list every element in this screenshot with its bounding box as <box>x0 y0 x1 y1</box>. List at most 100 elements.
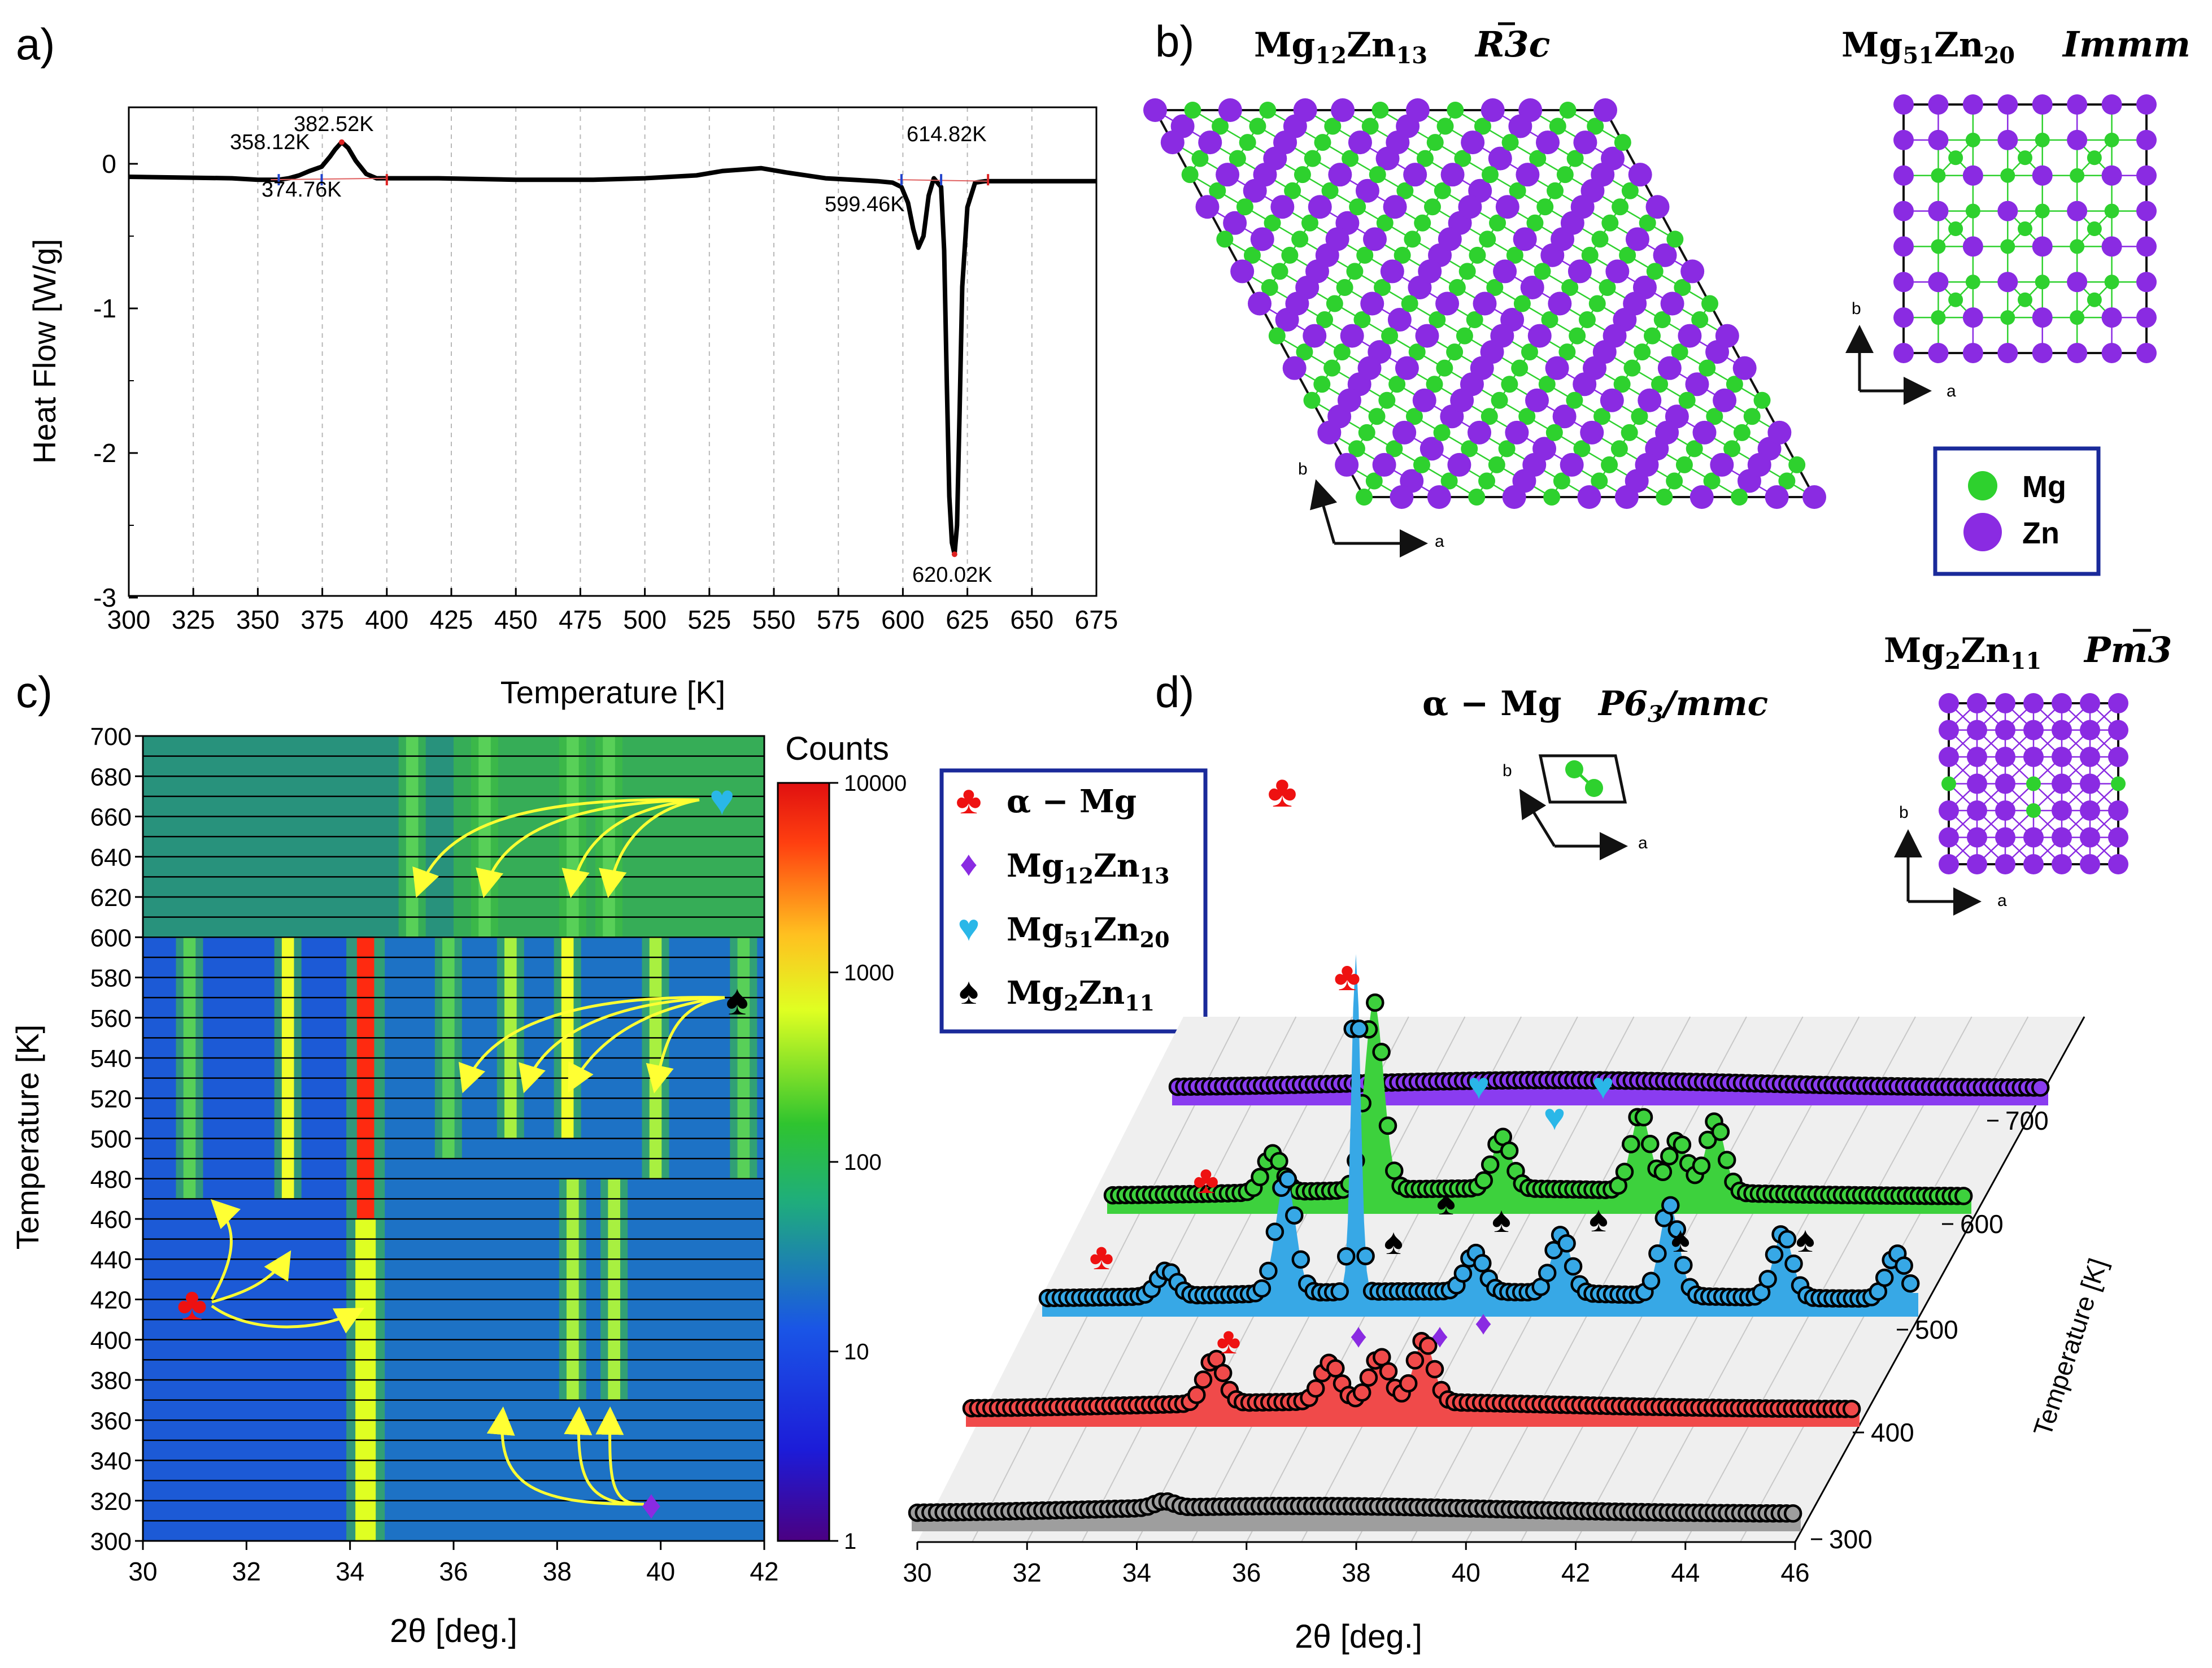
mg-atom <box>1573 440 1591 458</box>
zn-atom <box>2136 236 2157 257</box>
y-tick-label: 340 <box>90 1448 132 1475</box>
data-point <box>1326 1359 1345 1378</box>
club-marker: ♣ <box>1193 1157 1219 1201</box>
zn-atom <box>1967 693 1987 713</box>
data-point <box>1481 1155 1500 1174</box>
mg-atom <box>1408 343 1426 361</box>
mg-atom <box>1456 327 1473 345</box>
zn-atom <box>1657 356 1682 380</box>
club-marker: ♣ <box>1089 1235 1113 1277</box>
zn-atom <box>1545 356 1569 380</box>
data-point <box>1265 1222 1284 1242</box>
panel-c-heatmap-area <box>143 735 764 1542</box>
zn-atom <box>1802 485 1826 509</box>
y-tick-label: -1 <box>93 294 116 323</box>
heatmap-streak <box>281 937 294 1199</box>
data-point <box>1359 1368 1378 1387</box>
panel-c-y-ticks: 300 320 340 360 380 400 420 440 460 480 500 520 540 5… <box>90 723 143 1556</box>
mg-atom <box>1358 424 1375 441</box>
mg-atom <box>2035 203 2050 219</box>
data-point <box>1653 1162 1673 1181</box>
zn-atom <box>1253 163 1277 187</box>
zn-atom <box>1690 485 1714 509</box>
zn-atom <box>1520 275 1544 299</box>
legend-zn-label: Zn <box>2022 516 2059 550</box>
x-tick-label: 475 <box>559 605 602 634</box>
data-point <box>1673 1135 1692 1154</box>
zn-atom <box>2101 94 2122 115</box>
zn-atom <box>2052 720 2072 741</box>
zn-atom <box>2080 854 2100 874</box>
x-tick-label: 625 <box>946 605 989 634</box>
z-tick-label: 500 <box>1915 1315 1958 1344</box>
y-tick-label: 560 <box>90 1005 132 1033</box>
x-tick-label: 36 <box>439 1557 468 1586</box>
annotation-label: 620.02K <box>912 563 992 587</box>
data-point <box>1352 1383 1371 1402</box>
zn-atom <box>1505 420 1529 445</box>
mg-atom <box>1706 408 1723 425</box>
data-point <box>1901 1274 1920 1293</box>
x-tick-label: 32 <box>1013 1558 1042 1587</box>
x-tick-label: 40 <box>646 1557 675 1586</box>
x-tick-label: 38 <box>1342 1558 1370 1587</box>
mg-atom <box>1931 310 1946 325</box>
zn-atom-icon <box>1963 513 2002 551</box>
annotation-label: 614.82K <box>907 123 987 146</box>
data-point <box>1291 1250 1310 1269</box>
zn-atom <box>1490 324 1514 348</box>
y-tick-label: 600 <box>90 924 132 952</box>
y-tick-label: 620 <box>90 884 132 912</box>
data-point <box>1270 1152 1288 1170</box>
zn-atom <box>1331 98 1355 122</box>
zn-atom <box>1710 452 1734 477</box>
axis-b-label: b <box>1852 299 1861 318</box>
mg-atom <box>1336 278 1353 296</box>
zn-atom <box>1493 259 1517 284</box>
spade-marker: ♠ <box>1492 1199 1511 1240</box>
mg-atom <box>2035 275 2050 290</box>
zn-atom <box>1552 404 1577 429</box>
zn-atom <box>1317 420 1342 445</box>
y-tick-label: 540 <box>90 1045 132 1073</box>
zn-atom <box>1635 452 1659 477</box>
axis-a-label: a <box>1638 834 1648 852</box>
mg-atom <box>1479 230 1496 248</box>
mg-atom <box>1731 489 1748 506</box>
mg-atom <box>2104 132 2119 147</box>
data-point <box>1615 1162 1634 1182</box>
zn-atom <box>1160 130 1185 155</box>
data-point <box>1692 1156 1711 1175</box>
zn-atom <box>1995 773 2015 794</box>
mg-atom <box>1454 150 1471 167</box>
mg-atom <box>1646 263 1664 280</box>
mg51zn20-space-group: Immm <box>2062 24 2191 65</box>
zn-atom <box>1223 211 1247 235</box>
x-tick-label: 375 <box>301 605 344 634</box>
zn-atom <box>1481 98 1505 122</box>
zn-atom <box>1893 307 1914 328</box>
mg-atom <box>2018 221 2032 236</box>
panel-a-x-axis-label: Temperature [K] <box>500 674 725 710</box>
zn-atom <box>2101 165 2122 186</box>
mg-atom <box>1386 440 1403 458</box>
z-tick-label: 700 <box>2005 1106 2049 1135</box>
zn-atom <box>1655 420 1679 445</box>
zn-atom <box>1967 773 1987 794</box>
colorbar-tick-label: 1 <box>844 1529 856 1554</box>
panel-a-heat-flow-line <box>128 140 1096 557</box>
x-tick-label: 525 <box>687 605 731 634</box>
data-point <box>1500 1141 1519 1160</box>
data-point <box>1564 1257 1583 1276</box>
zn-atom <box>1939 720 1959 741</box>
mg-atom <box>1405 408 1423 425</box>
zn-atom <box>1997 343 2018 363</box>
zn-atom <box>1383 195 1407 219</box>
zn-atom <box>1653 243 1677 267</box>
zn-atom <box>1893 165 1914 186</box>
data-point <box>1954 1187 1973 1205</box>
zn-atom <box>1732 356 1757 380</box>
club-marker: ♣ <box>1334 954 1360 999</box>
mg-atom <box>1513 295 1531 312</box>
zn-atom <box>1403 163 1427 187</box>
